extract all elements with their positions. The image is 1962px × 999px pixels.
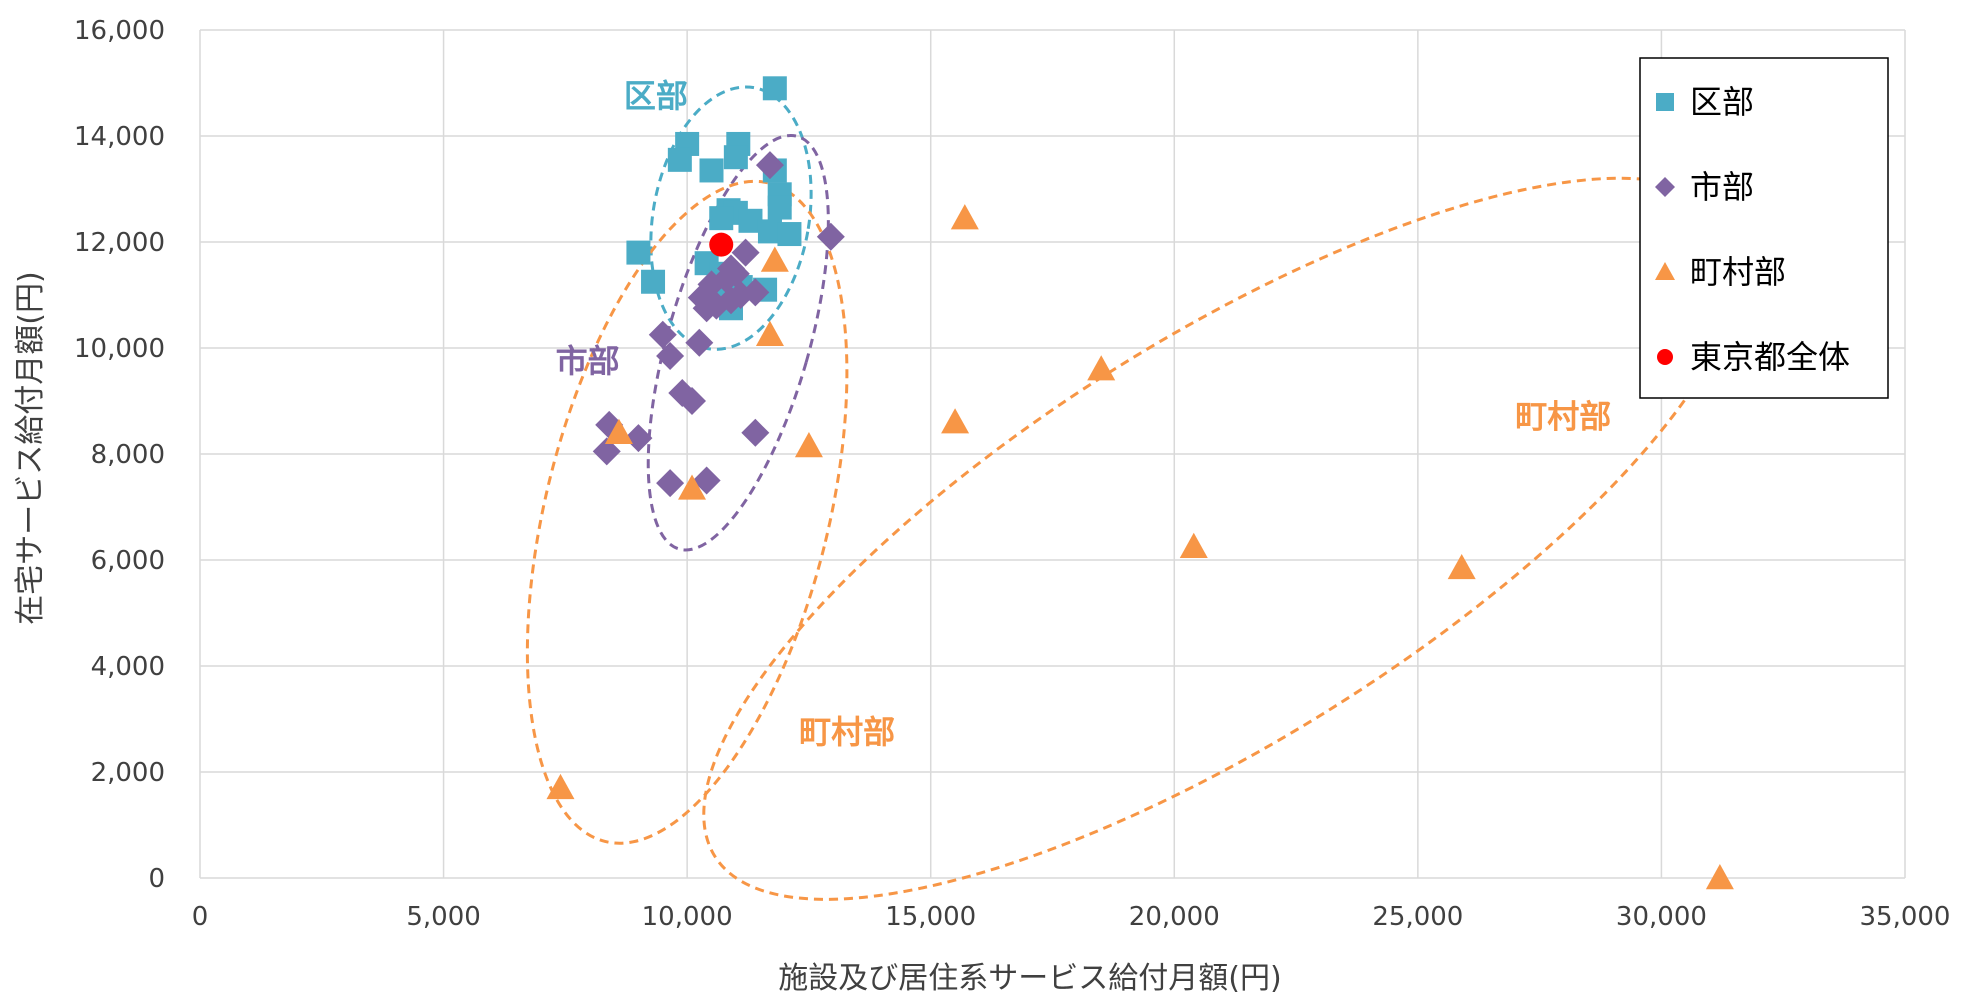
legend-label-tokyo: 東京都全体 [1690, 338, 1850, 376]
point-chouson [755, 320, 784, 346]
x-tick-label: 30,000 [1616, 902, 1707, 932]
x-tick-label: 25,000 [1372, 902, 1463, 932]
point-chouson [1705, 864, 1734, 890]
point-chouson [794, 432, 823, 458]
point-chouson [1179, 532, 1208, 558]
y-tick-label: 0 [148, 864, 165, 894]
x-tick-label: 5,000 [406, 902, 480, 932]
x-tick-labels: 0 5,000 10,000 15,000 20,000 25,000 30,000 35,0… [192, 902, 1951, 932]
point-ku [777, 222, 802, 247]
point-chouson [546, 773, 575, 800]
ellipse-chouson [525, 179, 849, 845]
point-shi [716, 286, 745, 315]
legend-marker-chouson [1655, 262, 1675, 280]
point-ku [709, 206, 734, 231]
point-shi [721, 259, 750, 288]
y-tick-label: 2,000 [91, 758, 165, 788]
x-tick-label: 15,000 [885, 902, 976, 932]
point-chouson [1087, 355, 1116, 381]
gridlines [199, 29, 1906, 879]
y-tick-label: 14,000 [74, 122, 165, 152]
point-chouson [760, 246, 789, 272]
y-tick-label: 16,000 [74, 16, 165, 46]
legend-label-chouson: 町村部 [1690, 253, 1786, 291]
point-shi [678, 387, 707, 415]
y-tick-label: 8,000 [91, 440, 165, 470]
point-chouson [950, 204, 979, 230]
ellipse-ku [649, 85, 813, 351]
point-shi [624, 424, 653, 453]
point-shi [592, 437, 621, 466]
point-ku [723, 145, 748, 170]
y-tick-labels: 0 2,000 4,000 6,000 8,000 10,000 12,000 14,000 1… [74, 16, 165, 894]
point-shi [656, 341, 685, 370]
y-axis-title: 在宅サービス給付月額(円) [13, 271, 48, 624]
point-ku [762, 76, 787, 101]
y-tick-label: 10,000 [74, 334, 165, 364]
annotation-chouson: 町村部 [799, 713, 895, 751]
point-shi [692, 466, 721, 495]
x-tick-label: 20,000 [1129, 902, 1220, 932]
point-ku [626, 240, 651, 265]
point-shi [816, 222, 845, 251]
legend-marker-tokyo [1657, 349, 1673, 365]
point-chouson [941, 408, 970, 434]
x-tick-label: 10,000 [642, 902, 733, 932]
point-ku [667, 147, 692, 172]
point-shi [731, 238, 760, 267]
point-ku [641, 269, 666, 294]
point-tokyo [709, 232, 734, 257]
y-tick-label: 6,000 [91, 546, 165, 576]
legend-label-shi: 市部 [1690, 168, 1754, 206]
x-axis-title: 施設及び居住系サービス給付月額(円) [778, 961, 1281, 996]
point-chouson [678, 474, 707, 500]
y-tick-label: 12,000 [74, 228, 165, 258]
point-shi [648, 320, 677, 349]
x-tick-label: 0 [192, 902, 209, 932]
x-tick-label: 35,000 [1860, 902, 1951, 932]
annotation-shi: 市部 [556, 342, 620, 380]
point-shi [685, 328, 714, 357]
legend-label-ku: 区部 [1690, 83, 1754, 121]
point-chouson [604, 418, 633, 444]
ellipse-shi [646, 133, 830, 552]
point-shi [755, 151, 784, 180]
point-shi [741, 278, 770, 307]
point-ku [767, 195, 792, 220]
legend-marker-ku [1656, 93, 1674, 111]
data-points [546, 76, 1734, 890]
point-shi [741, 418, 770, 447]
point-chouson [1447, 553, 1476, 580]
point-ku [699, 158, 724, 183]
y-tick-label: 4,000 [91, 652, 165, 682]
point-shi [692, 294, 721, 323]
legend-marker-shi [1655, 177, 1675, 197]
point-shi [656, 469, 685, 498]
annotation-ku: 区部 [624, 77, 688, 115]
annotation-chouson: 町村部 [1515, 398, 1611, 436]
legend-box [1639, 57, 1889, 399]
